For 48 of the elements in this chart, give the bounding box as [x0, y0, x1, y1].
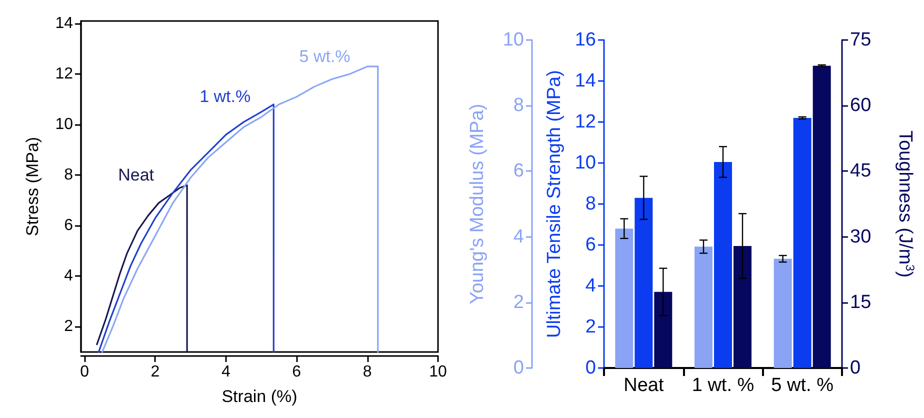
- y2-tick-label: 12: [574, 112, 596, 132]
- series-label: 5 wt.%: [299, 46, 350, 66]
- x-tick-label: 4: [221, 364, 230, 380]
- y2-tick-label: 6: [585, 234, 596, 256]
- x-tick-label: 0: [80, 364, 90, 380]
- x-tick-label: 2: [150, 364, 160, 380]
- y2-tick-label: 16: [574, 30, 596, 50]
- y-tick-label: 4: [513, 226, 524, 248]
- x-tick-label: 10: [429, 364, 447, 380]
- y-tick-label: 6: [513, 160, 524, 182]
- bar: [714, 162, 732, 368]
- y2-tick-label: 14: [574, 70, 596, 92]
- y3-tick-label: 60: [850, 95, 872, 116]
- y-tick-label: 4: [64, 268, 74, 285]
- x-axis-title: Strain (%): [222, 387, 298, 406]
- series-label: Neat: [118, 166, 154, 185]
- series-label: 1 wt.%: [200, 86, 251, 106]
- y-axis-title: Young's Modulus (MPa): [467, 104, 488, 304]
- x-tick-label: Neat: [624, 375, 664, 396]
- y2-tick-label: 8: [585, 194, 596, 214]
- y-tick-label: 6: [64, 217, 74, 234]
- y-tick-label: 2: [513, 292, 524, 313]
- y-tick-label: 10: [502, 30, 524, 50]
- y3-tick-label: 30: [850, 226, 872, 248]
- y2-tick-label: 10: [574, 152, 596, 174]
- y-tick-label: 8: [64, 166, 74, 184]
- x-tick-label: 5 wt. %: [771, 375, 834, 396]
- bar: [694, 246, 712, 368]
- y3-tick-label: 45: [850, 160, 872, 182]
- y-tick-label: 14: [55, 15, 74, 32]
- y3-tick-label: 75: [850, 30, 872, 50]
- x-tick-label: 8: [362, 364, 372, 380]
- y-tick-label: 10: [55, 116, 74, 134]
- line-series: [96, 184, 188, 353]
- y2-tick-label: 4: [585, 276, 596, 296]
- bar: [734, 246, 752, 368]
- y-axis-title: Stress (MPa): [23, 136, 42, 236]
- y-tick-label: 8: [513, 95, 524, 116]
- y2-axis-title: Ultimate Tensile Strength (MPa): [544, 70, 565, 338]
- y-tick-label: 12: [55, 66, 74, 83]
- y-tick-label: 2: [64, 318, 74, 336]
- y3-tick-label: 15: [850, 292, 872, 313]
- line-series: [98, 104, 274, 353]
- y3-axis-title: Toughness (J/m3): [894, 130, 917, 278]
- x-tick-label: 6: [292, 364, 302, 380]
- line-series: [101, 66, 379, 353]
- x-tick-label: 1 wt. %: [692, 375, 754, 396]
- y2-tick-label: 2: [585, 316, 596, 338]
